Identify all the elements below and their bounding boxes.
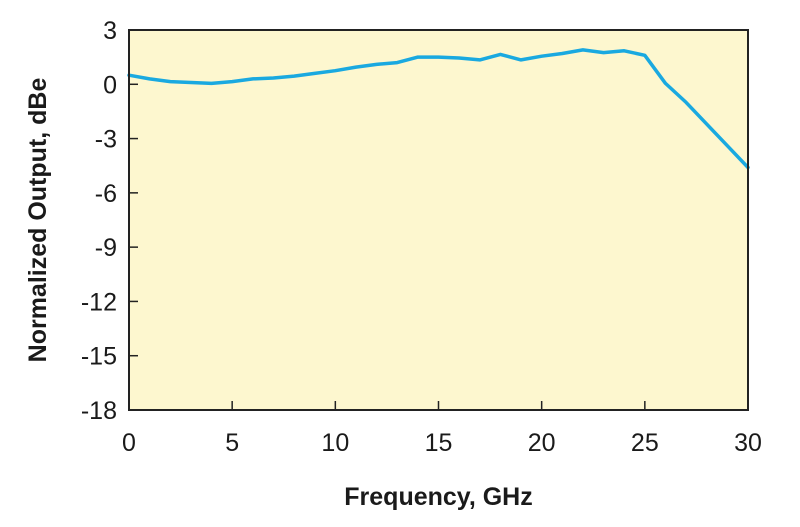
y-tick-label: 3 <box>103 17 117 45</box>
y-tick-label: -6 <box>95 180 117 208</box>
y-tick-label: -3 <box>95 126 117 154</box>
y-axis-ticks: 3 0 -3 -6 -9 -12 -15 -18 <box>81 17 138 425</box>
x-axis-title: Frequency, GHz <box>344 483 532 511</box>
x-tick-label: 0 <box>122 429 136 457</box>
y-tick-label: -9 <box>95 234 117 262</box>
plot-frame <box>128 29 749 411</box>
x-tick-label: 5 <box>225 429 239 457</box>
series-line <box>127 48 750 170</box>
y-axis-title: Normalized Output, dBe <box>24 78 52 363</box>
x-tick-label: 20 <box>528 429 556 457</box>
x-tick-label: 10 <box>321 429 349 457</box>
plot-area <box>129 30 748 410</box>
y-tick-label: 0 <box>103 71 117 99</box>
x-tick-label: 30 <box>734 429 762 457</box>
y-tick-label: -15 <box>81 343 117 371</box>
y-tick-label: -18 <box>81 397 117 425</box>
x-tick-label: 25 <box>631 429 659 457</box>
y-tick-label: -12 <box>81 288 117 316</box>
x-tick-label: 15 <box>425 429 453 457</box>
series-group <box>127 48 750 170</box>
x-axis-ticks: 0 5 10 15 20 25 30 <box>122 401 762 457</box>
